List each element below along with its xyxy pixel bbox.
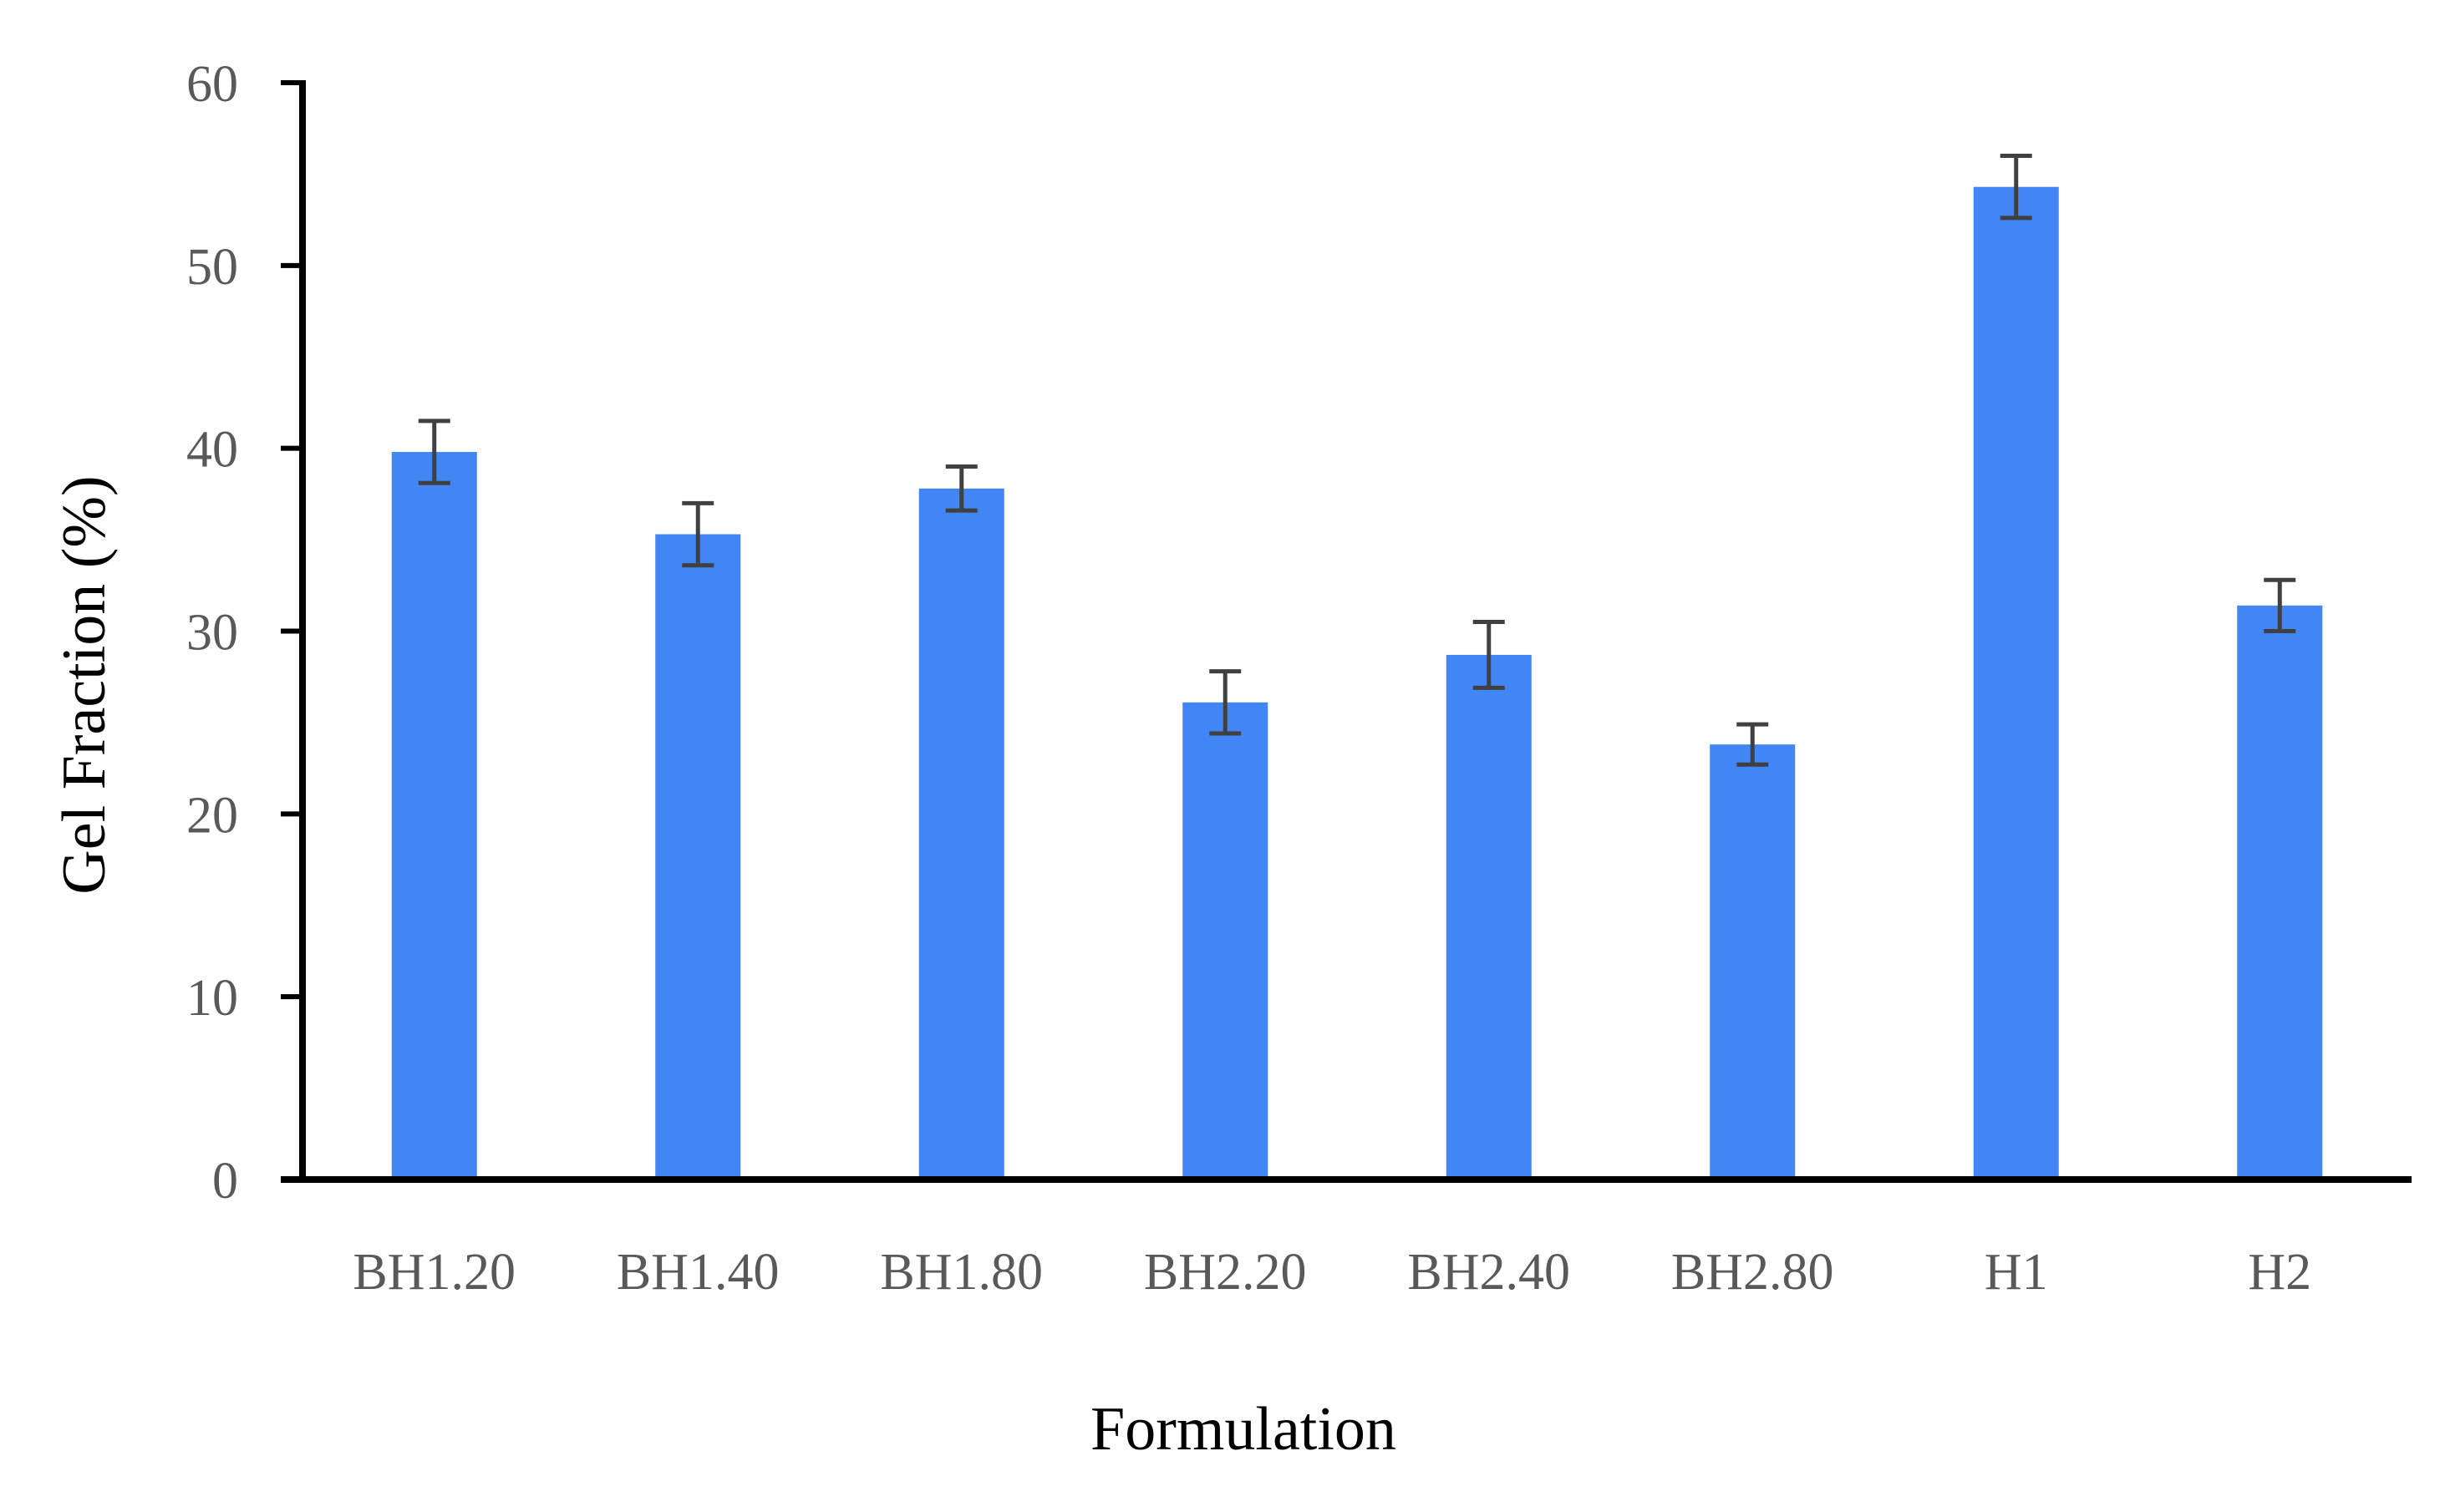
axes-layer xyxy=(281,80,2412,1183)
bars-layer xyxy=(391,186,2323,1180)
error-bar-bh1-80 xyxy=(945,464,978,513)
bar-h1 xyxy=(1973,186,2059,1180)
y-tick-label: 20 xyxy=(186,787,238,844)
y-tick-label: 0 xyxy=(212,1153,238,1210)
y-tick-label: 10 xyxy=(186,970,238,1027)
labels-layer: BH1.20 BH1.40 BH1.80 BH2.20 BH2.40 BH2.80 H1 H2… xyxy=(186,56,2311,1301)
y-tick-label: 40 xyxy=(186,422,238,479)
bar-bh2-40 xyxy=(1446,654,1532,1180)
error-bar-h1 xyxy=(2000,154,2032,221)
y-tick-label: 50 xyxy=(186,239,238,296)
bar-bh1-80 xyxy=(918,488,1004,1180)
bar-bh2-80 xyxy=(1710,744,1796,1180)
bar-bh1-40 xyxy=(655,534,741,1180)
x-tick-label: BH1.80 xyxy=(880,1244,1043,1301)
x-tick-label: BH2.40 xyxy=(1407,1244,1570,1301)
x-tick-label: BH1.20 xyxy=(353,1244,516,1301)
error-bar-h2 xyxy=(2264,577,2296,633)
y-tick-label: 60 xyxy=(186,56,238,113)
x-tick-label: H1 xyxy=(1985,1244,2048,1301)
error-bar-bh1-40 xyxy=(682,500,714,568)
error-bar-bh1-20 xyxy=(418,419,450,485)
bar-bh2-20 xyxy=(1182,702,1268,1180)
x-tick-label: BH2.20 xyxy=(1144,1244,1307,1301)
y-tick-label: 30 xyxy=(186,605,238,662)
x-axis-title: Formulation xyxy=(1090,1395,1396,1464)
x-tick-label: H2 xyxy=(2248,1244,2311,1301)
bar-h2 xyxy=(2237,605,2323,1180)
error-bars-layer xyxy=(418,154,2296,767)
error-bar-bh2-40 xyxy=(1472,620,1505,690)
bar-bh1-20 xyxy=(391,452,477,1180)
error-bar-bh2-20 xyxy=(1209,669,1242,736)
x-tick-label: BH2.80 xyxy=(1671,1244,1834,1301)
error-bar-bh2-80 xyxy=(1736,722,1769,767)
y-axis-title: Gel Fraction (%) xyxy=(50,475,119,894)
x-tick-label: BH1.40 xyxy=(617,1244,780,1301)
